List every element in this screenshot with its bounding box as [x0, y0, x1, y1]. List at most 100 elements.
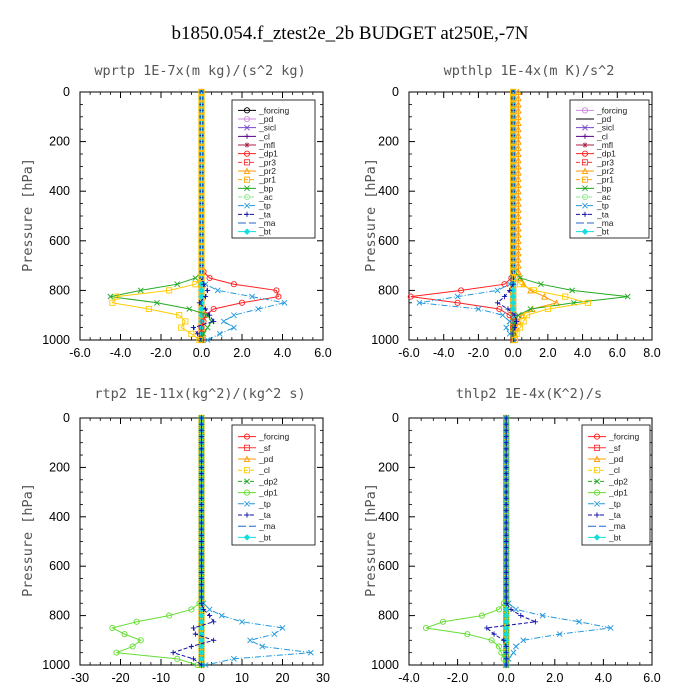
legend-label: _mfl — [258, 140, 275, 150]
x-tick-label: -2.0 — [447, 671, 469, 685]
y-tick-label: 600 — [378, 234, 399, 248]
data-point — [503, 538, 509, 545]
data-point — [505, 306, 511, 312]
data-point — [198, 588, 205, 594]
data-point — [510, 157, 517, 164]
series-ta — [484, 415, 538, 668]
legend-label: _pr3 — [596, 157, 614, 167]
legend: _forcing_pd_sicl_cl_mfl_dp1_pr3_pr2_pr1_… — [231, 99, 316, 239]
legend-marker — [244, 124, 250, 131]
legend-item: _pd — [238, 454, 273, 464]
legend-label: _bt — [258, 227, 271, 237]
data-point — [510, 107, 517, 114]
data-point — [198, 545, 205, 551]
x-tick-label: -4.0 — [433, 346, 455, 360]
legend-marker — [593, 534, 601, 541]
y-tick-label: 600 — [378, 559, 399, 573]
data-point — [503, 575, 509, 582]
data-point — [513, 606, 519, 613]
legend-item: _bt — [238, 227, 271, 237]
data-point — [198, 655, 205, 663]
legend-marker — [244, 512, 250, 518]
data-point — [137, 637, 144, 644]
legend-label: _cl — [258, 465, 270, 475]
legend-label: _pr1 — [596, 175, 614, 185]
legend-item: _ac — [576, 192, 611, 202]
legend-item: _pd — [238, 114, 273, 124]
data-point — [422, 624, 430, 632]
legend-label: _dp2 — [608, 476, 628, 486]
y-tick-label: 200 — [49, 135, 70, 149]
data-point — [198, 569, 205, 575]
legend-item: _cl — [576, 131, 608, 141]
data-point — [502, 630, 510, 638]
data-point — [502, 624, 510, 632]
y-tick-label: 0 — [392, 411, 399, 425]
data-point — [494, 287, 501, 294]
data-point — [510, 132, 517, 139]
data-point — [198, 538, 205, 545]
data-point — [198, 526, 205, 532]
data-point — [503, 582, 509, 588]
legend-marker — [243, 115, 251, 123]
legend-label: _pr1 — [258, 175, 276, 185]
data-point — [503, 551, 509, 557]
legend-label: _pr2 — [258, 166, 276, 176]
data-point — [192, 275, 199, 281]
data-point — [198, 243, 205, 251]
data-point — [188, 643, 194, 650]
legend-marker — [581, 176, 589, 183]
data-point — [129, 643, 136, 650]
data-point — [491, 631, 497, 637]
y-tick-label: 600 — [49, 234, 70, 248]
legend-marker — [243, 534, 251, 541]
x-tick-label: 0.0 — [193, 346, 210, 360]
data-point — [186, 306, 193, 312]
legend-item: _ta — [576, 209, 609, 219]
data-point — [145, 305, 152, 313]
data-point — [198, 88, 205, 96]
legend-item: _mfl — [238, 140, 275, 150]
data-point — [503, 415, 509, 421]
data-point — [502, 618, 510, 626]
legend-item: _pr3 — [238, 157, 276, 167]
data-point — [198, 582, 205, 588]
legend-item: _cl — [238, 131, 270, 141]
data-point — [503, 495, 509, 501]
legend-item: _pd — [576, 114, 611, 124]
data-point — [510, 250, 517, 257]
panel-title: rtp2 1E-11x(kg^2)/(kg^2 s) — [94, 386, 305, 402]
x-tick-label: -6.0 — [398, 346, 420, 360]
data-point — [537, 281, 544, 288]
data-point — [503, 458, 509, 464]
data-point — [506, 312, 513, 319]
data-point — [517, 324, 524, 331]
y-tick-label: 400 — [378, 184, 399, 198]
data-point — [198, 508, 205, 514]
legend-label: _tp — [596, 201, 609, 211]
x-tick-label: 4.0 — [574, 346, 591, 360]
legend-marker — [593, 433, 601, 440]
data-point — [210, 305, 217, 313]
legend-marker — [593, 489, 601, 496]
x-tick-label: 20 — [276, 671, 290, 685]
x-tick-label: 6.0 — [643, 671, 660, 685]
data-point — [188, 330, 195, 337]
data-point — [247, 637, 254, 644]
data-point — [198, 144, 205, 151]
legend-item: _forcing — [238, 105, 290, 115]
data-point — [495, 606, 502, 613]
data-point — [174, 281, 181, 288]
data-point — [503, 470, 509, 477]
data-point — [475, 306, 482, 312]
data-point — [454, 299, 461, 306]
data-point — [515, 312, 522, 319]
data-point — [207, 312, 213, 318]
data-point — [503, 489, 509, 495]
data-point — [198, 337, 205, 343]
data-point — [170, 650, 176, 656]
data-point — [458, 287, 465, 294]
legend-item: _pr2 — [238, 166, 276, 176]
data-point — [198, 318, 205, 325]
